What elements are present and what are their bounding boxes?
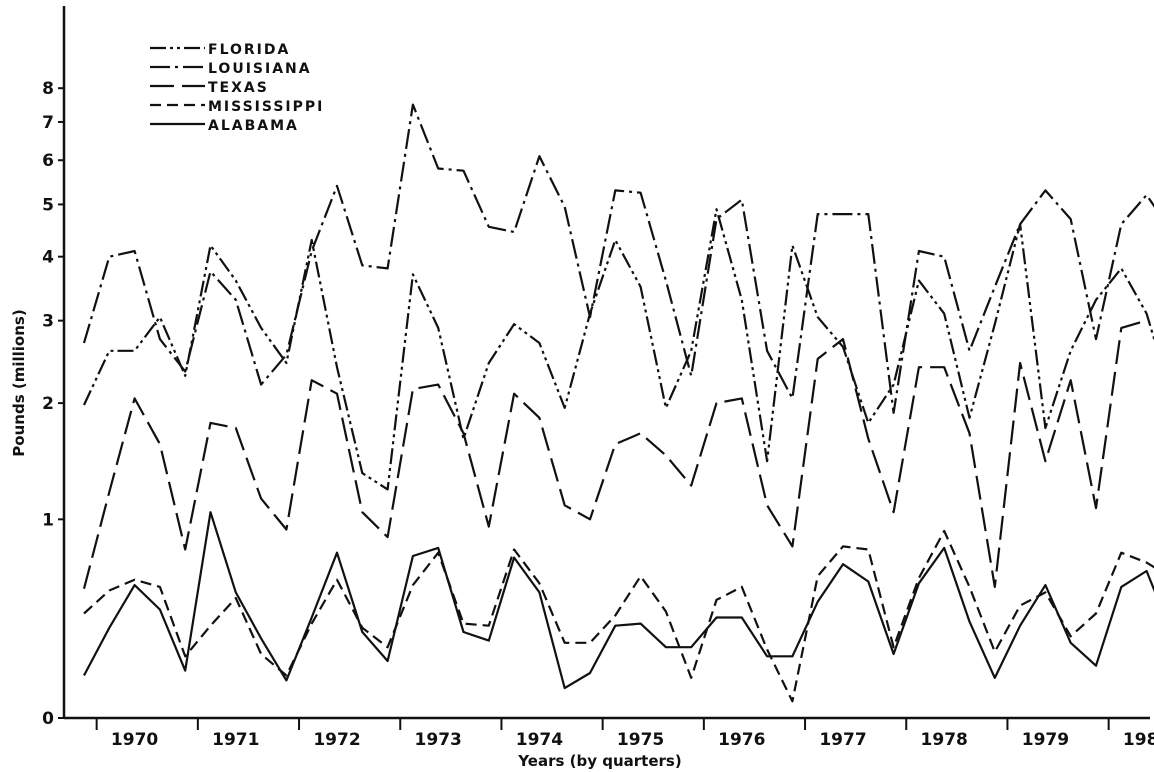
y-tick-label: 2 [42,394,54,414]
y-tick-label: 5 [42,195,54,215]
x-tick-label: 1978 [921,730,968,750]
y-tick-label: 1 [42,510,54,530]
axes [62,6,1150,720]
series-line-mississippi [83,529,1154,703]
x-tick-label: 1975 [617,730,664,750]
y-axis-label: Pounds (millions) [10,309,28,456]
y-tick-label: 0 [42,709,54,729]
x-tick-label: 1974 [516,730,563,750]
legend-label-louisiana: LOUISIANA [208,61,312,77]
legend-label-florida: FLORIDA [208,42,290,58]
x-tick-label: 1980 [1123,730,1154,750]
legend-label-texas: TEXAS [208,80,269,96]
y-tick-label: 6 [42,151,54,171]
y-tick-label: 3 [42,312,54,332]
series-lines [82,103,1154,703]
y-tick-label: 4 [42,248,54,268]
x-tick-label: 1979 [1022,730,1069,750]
series-line-louisiana [82,103,1154,414]
x-tick-label: 1976 [718,730,765,750]
x-tick-labels: 1970 1971 1972 1973 1974 1975 1976 1977 1978 1979… [95,718,1154,750]
x-tick-label: 1973 [415,730,462,750]
x-axis-label: Years (by quarters) [517,752,681,770]
series-line-texas [82,319,1147,589]
x-tick-label: 1971 [212,730,259,750]
legend-label-mississippi: MISSISSIPPI [208,99,324,115]
series-line-florida [83,208,1154,491]
legend: FLORIDA LOUISIANA TEXAS MISSISSIPPI ALABAMA [150,42,324,134]
y-tick-labels: 0 1 2 3 4 5 6 7 8 [42,79,64,729]
x-tick-label: 1970 [111,730,158,750]
x-tick-label: 1972 [313,730,360,750]
legend-label-alabama: ALABAMA [208,118,299,134]
x-tick-label: 1977 [819,730,866,750]
series-line-alabama [83,511,1154,690]
y-tick-label: 8 [42,79,54,99]
y-tick-label: 7 [42,113,54,133]
